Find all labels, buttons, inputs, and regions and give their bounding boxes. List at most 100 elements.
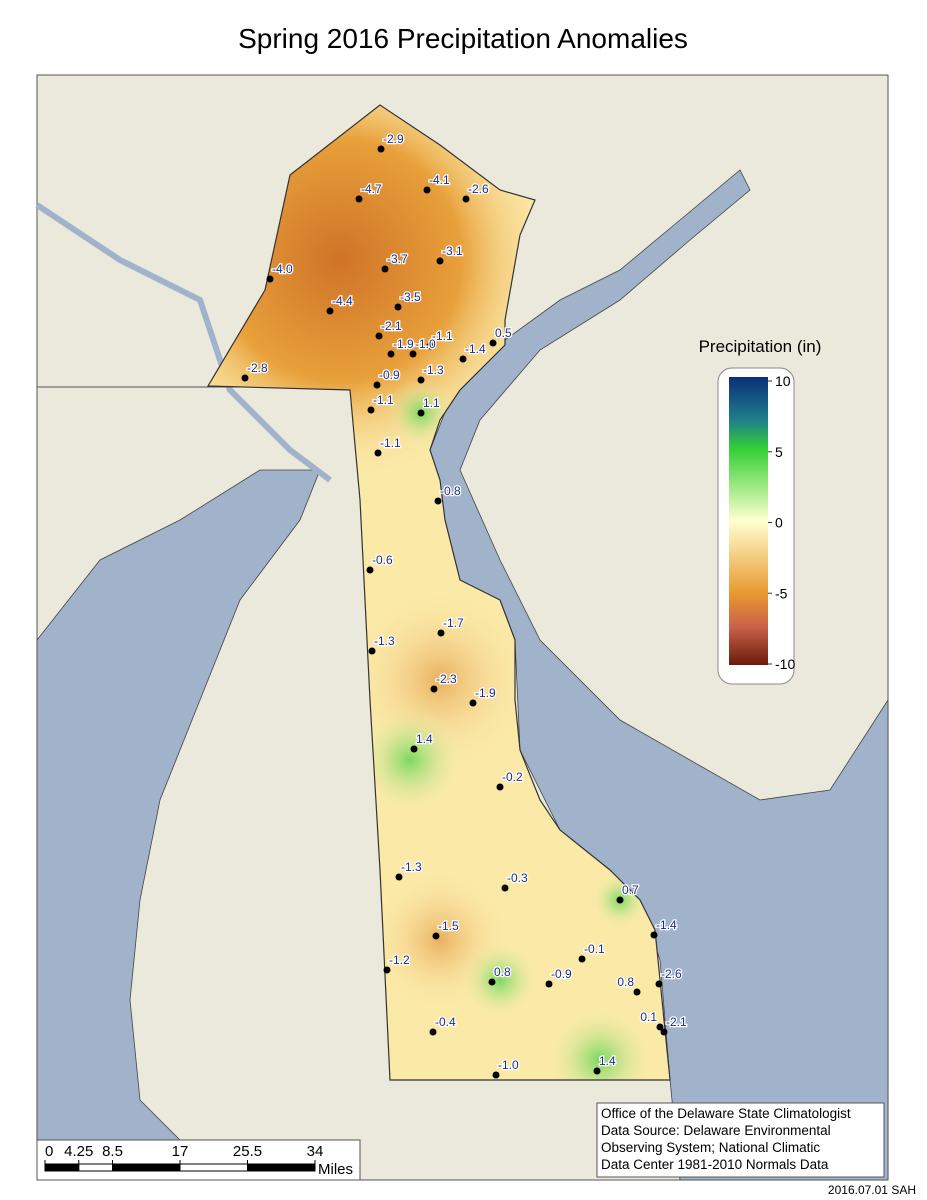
station-dot: [656, 1023, 664, 1031]
station-label: -2.8: [247, 361, 268, 375]
scale-tick-label: 4.25: [64, 1143, 93, 1160]
station-dot: [488, 978, 496, 986]
station-label: -3.5: [400, 290, 421, 304]
scale-unit: Miles: [318, 1161, 353, 1178]
station-label: -0.6: [372, 553, 393, 567]
station-label: -1.1: [373, 393, 394, 407]
station-dot: [434, 497, 442, 505]
station-label: -1.9: [475, 686, 496, 700]
credit-line: Office of the Delaware State Climatologi…: [601, 1106, 851, 1121]
station-dot: [469, 699, 477, 707]
scale-tick-label: 0: [45, 1143, 53, 1160]
scale-segment: [78, 1163, 113, 1172]
station-label: -1.7: [443, 616, 464, 630]
legend-tick-label: 0: [775, 515, 783, 531]
station-dot: [660, 1028, 668, 1036]
station-dot: [462, 195, 470, 203]
station-dot: [241, 374, 249, 382]
station-dot: [501, 884, 509, 892]
station-dot: [326, 307, 334, 315]
station-label: -2.1: [666, 1015, 687, 1029]
station-dot: [633, 988, 641, 996]
station-label: -1.9: [393, 337, 414, 351]
station-dot: [417, 409, 425, 417]
station-label: -4.7: [361, 182, 382, 196]
station-label: 0.7: [622, 883, 639, 897]
station-label: -0.9: [379, 368, 400, 382]
legend-ticks: 10 5 0 -5 -10: [768, 373, 795, 672]
station-label: 1.4: [599, 1054, 616, 1068]
station-dot: [423, 186, 431, 194]
station-label: -4.1: [429, 173, 450, 187]
station-label: -0.2: [502, 770, 523, 784]
station-dot: [489, 339, 497, 347]
station-label: -4.4: [332, 294, 353, 308]
station-dot: [496, 783, 504, 791]
station-label: -1.3: [423, 363, 444, 377]
date-stamp: 2016.07.01 SAH: [828, 1183, 916, 1197]
station-label: -2.1: [381, 319, 402, 333]
station-dot: [355, 195, 363, 203]
station-dot: [381, 265, 389, 273]
station-dot: [409, 350, 417, 358]
legend-tick-label: 5: [775, 444, 783, 460]
river: [35, 202, 332, 483]
station-dot: [374, 449, 382, 457]
credits: Office of the Delaware State Climatologi…: [601, 1106, 851, 1172]
station-dot: [377, 145, 385, 153]
station-dot: [437, 629, 445, 637]
station-label: 1.4: [416, 732, 433, 746]
station-label: -1.2: [389, 953, 410, 967]
legend-tick-label: -5: [775, 585, 788, 601]
station-label: 0.1: [640, 1010, 657, 1024]
station-label: -2.6: [661, 967, 682, 981]
legend-tick-label: 10: [775, 373, 791, 389]
station-label: -0.3: [507, 871, 528, 885]
delaware-outline: [206, 104, 671, 1081]
station-label: -1.4: [465, 342, 486, 356]
legend-tick-label: -10: [775, 656, 795, 672]
station-dot: [395, 873, 403, 881]
station-dot: [650, 931, 658, 939]
station-label: -1.0: [415, 337, 436, 351]
station-dot: [429, 1028, 437, 1036]
stations: -2.9 -4.7 -4.1 -2.6 -3.7 -3.1 -4.0 -4.4 -3.5 -2.1…: [241, 131, 688, 1079]
scale-segment: [44, 1163, 80, 1172]
station-dot: [368, 647, 376, 655]
station-label: 0.8: [494, 965, 511, 979]
scale-tick-label: 8.5: [102, 1143, 123, 1160]
station-label: -1.1: [432, 329, 453, 343]
station-label: -2.3: [436, 672, 457, 686]
station-label: -1.3: [374, 634, 395, 648]
station-label: 1.1: [423, 396, 440, 410]
station-dot: [417, 376, 425, 384]
station-dot: [266, 275, 274, 283]
station-dot: [387, 350, 395, 358]
scale-tick-label: 34: [307, 1143, 324, 1160]
station-label: -2.9: [383, 132, 404, 146]
station-dot: [394, 303, 402, 311]
station-label: -1.4: [656, 918, 677, 932]
credit-line: Data Source: Delaware Environmental: [601, 1123, 831, 1138]
station-label: -3.1: [442, 244, 463, 258]
station-dot: [545, 980, 553, 988]
station-dot: [366, 566, 374, 574]
station-dot: [616, 896, 624, 904]
station-label: -0.1: [584, 942, 605, 956]
scale-box: [36, 1139, 361, 1181]
scale-segment: [247, 1163, 316, 1172]
scale-tick-label: 17: [172, 1143, 189, 1160]
station-label: -1.0: [498, 1058, 519, 1072]
credit-line: Data Center 1981-2010 Normals Data: [601, 1157, 829, 1172]
station-label: -1.5: [438, 919, 459, 933]
map-title: Spring 2016 Precipitation Anomalies: [238, 23, 688, 54]
station-label: -0.8: [440, 484, 461, 498]
station-label: -4.0: [272, 262, 293, 276]
scale-segment: [112, 1163, 181, 1172]
station-dot: [593, 1067, 601, 1075]
station-label: -0.9: [551, 967, 572, 981]
station-dot: [383, 966, 391, 974]
station-label: -1.1: [380, 436, 401, 450]
